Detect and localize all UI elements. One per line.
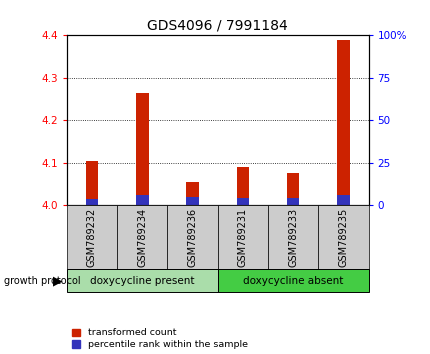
Bar <box>67 269 217 292</box>
Text: GSM789231: GSM789231 <box>237 207 247 267</box>
Bar <box>186 182 198 205</box>
Bar <box>67 205 117 269</box>
Bar <box>217 269 368 292</box>
Bar <box>336 195 349 205</box>
Bar <box>217 205 267 269</box>
Text: GSM789233: GSM789233 <box>287 207 298 267</box>
Bar <box>86 199 98 205</box>
Bar <box>167 205 217 269</box>
Text: GSM789236: GSM789236 <box>187 207 197 267</box>
Bar <box>267 205 317 269</box>
Legend: transformed count, percentile rank within the sample: transformed count, percentile rank withi… <box>71 329 247 349</box>
Bar <box>135 195 148 205</box>
Bar <box>236 198 249 205</box>
Bar <box>236 167 249 205</box>
Bar <box>286 198 299 205</box>
Bar <box>117 205 167 269</box>
Text: GSM789232: GSM789232 <box>87 207 97 267</box>
Text: ▶: ▶ <box>53 274 63 287</box>
Title: GDS4096 / 7991184: GDS4096 / 7991184 <box>147 19 287 33</box>
Bar <box>186 197 198 205</box>
Bar <box>86 161 98 205</box>
Bar <box>336 40 349 205</box>
Text: doxycycline absent: doxycycline absent <box>243 275 342 286</box>
Text: GSM789235: GSM789235 <box>338 207 347 267</box>
Bar <box>317 205 368 269</box>
Text: GSM789234: GSM789234 <box>137 207 147 267</box>
Text: growth protocol: growth protocol <box>4 275 81 286</box>
Bar <box>286 173 299 205</box>
Text: doxycycline present: doxycycline present <box>90 275 194 286</box>
Bar <box>135 93 148 205</box>
